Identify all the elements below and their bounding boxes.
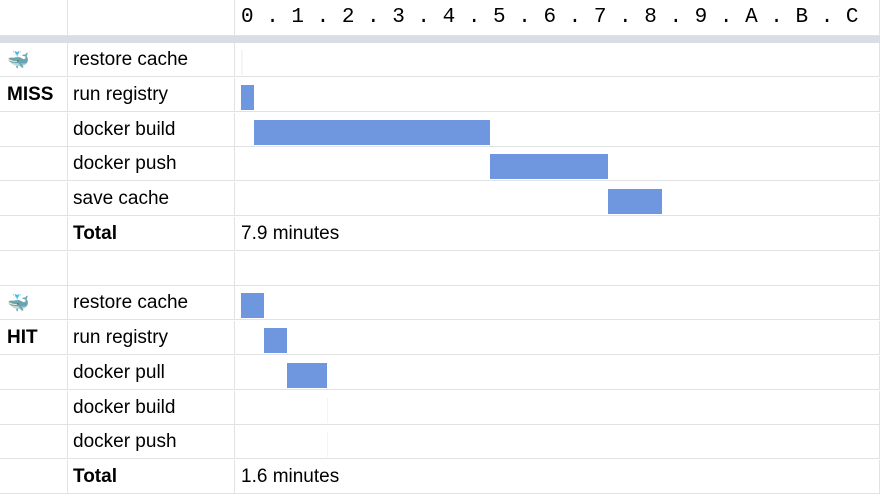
task-bar (326, 397, 328, 423)
whale-icon: 🐳 (0, 43, 68, 77)
task-name: docker push (68, 425, 235, 460)
group-cell (0, 182, 68, 216)
total-label: Total (68, 216, 235, 251)
spacer-row (0, 251, 880, 287)
task-bar (241, 84, 255, 110)
group-cell (0, 216, 68, 251)
table-row: docker build (0, 390, 880, 426)
spacer-cell (0, 251, 68, 286)
task-name: save cache (68, 182, 235, 216)
group-label: MISS (0, 77, 68, 112)
table-row: docker push (0, 425, 880, 460)
task-name: restore cache (68, 286, 235, 321)
task-timeline-cell (235, 77, 880, 112)
task-bar (326, 432, 328, 458)
task-bar (263, 328, 287, 353)
table-row: 🐳 restore cache (0, 43, 880, 78)
task-bar (241, 293, 264, 319)
task-name: docker push (68, 147, 235, 182)
whale-icon: 🐳 (7, 293, 30, 314)
whale-icon: 🐳 (7, 50, 30, 70)
header-divider (0, 36, 880, 43)
table-row: docker pull (0, 355, 880, 391)
task-timeline-cell (235, 355, 880, 390)
task-timeline-cell (235, 321, 880, 355)
task-bar (286, 362, 327, 388)
task-timeline-cell (235, 182, 880, 216)
task-bar (241, 50, 243, 75)
task-timeline-cell (235, 390, 880, 425)
group-cell (0, 460, 68, 494)
task-name: run registry (68, 321, 235, 355)
whale-icon: 🐳 (0, 286, 68, 321)
scale-header-row: 0 . 1 . 2 . 3 . 4 . 5 . 6 . 7 . 8 . 9 . … (0, 0, 880, 36)
time-scale-label: 0 . 1 . 2 . 3 . 4 . 5 . 6 . 7 . 8 . 9 . … (235, 0, 880, 36)
table-row: save cache (0, 182, 880, 217)
header-cell-blank-1 (0, 0, 68, 36)
task-bar (254, 119, 491, 145)
task-name: docker build (68, 112, 235, 147)
task-name: restore cache (68, 43, 235, 77)
table-row: docker push (0, 147, 880, 182)
total-row: Total 7.9 minutes (0, 216, 880, 252)
spacer-cell (235, 251, 880, 286)
header-cell-blank-2 (68, 0, 235, 36)
table-row: HIT run registry (0, 321, 880, 356)
total-label: Total (68, 460, 235, 494)
task-timeline-cell (235, 286, 880, 321)
total-value: 7.9 minutes (235, 216, 880, 251)
group-cell (0, 390, 68, 425)
task-name: docker pull (68, 355, 235, 390)
table-row: docker build (0, 112, 880, 148)
spacer-cell (68, 251, 235, 286)
task-bar (608, 189, 662, 214)
task-bar (490, 154, 609, 180)
total-row: Total 1.6 minutes (0, 460, 880, 495)
task-timeline-cell (235, 425, 880, 460)
group-cell (0, 425, 68, 460)
group-label: HIT (0, 321, 68, 355)
group-cell (0, 147, 68, 182)
total-value: 1.6 minutes (235, 460, 880, 494)
table-row: MISS run registry (0, 77, 880, 113)
task-timeline-cell (235, 43, 880, 77)
table-row: 🐳 restore cache (0, 286, 880, 321)
group-cell (0, 355, 68, 390)
task-name: docker build (68, 390, 235, 425)
task-name: run registry (68, 77, 235, 112)
group-cell (0, 112, 68, 147)
